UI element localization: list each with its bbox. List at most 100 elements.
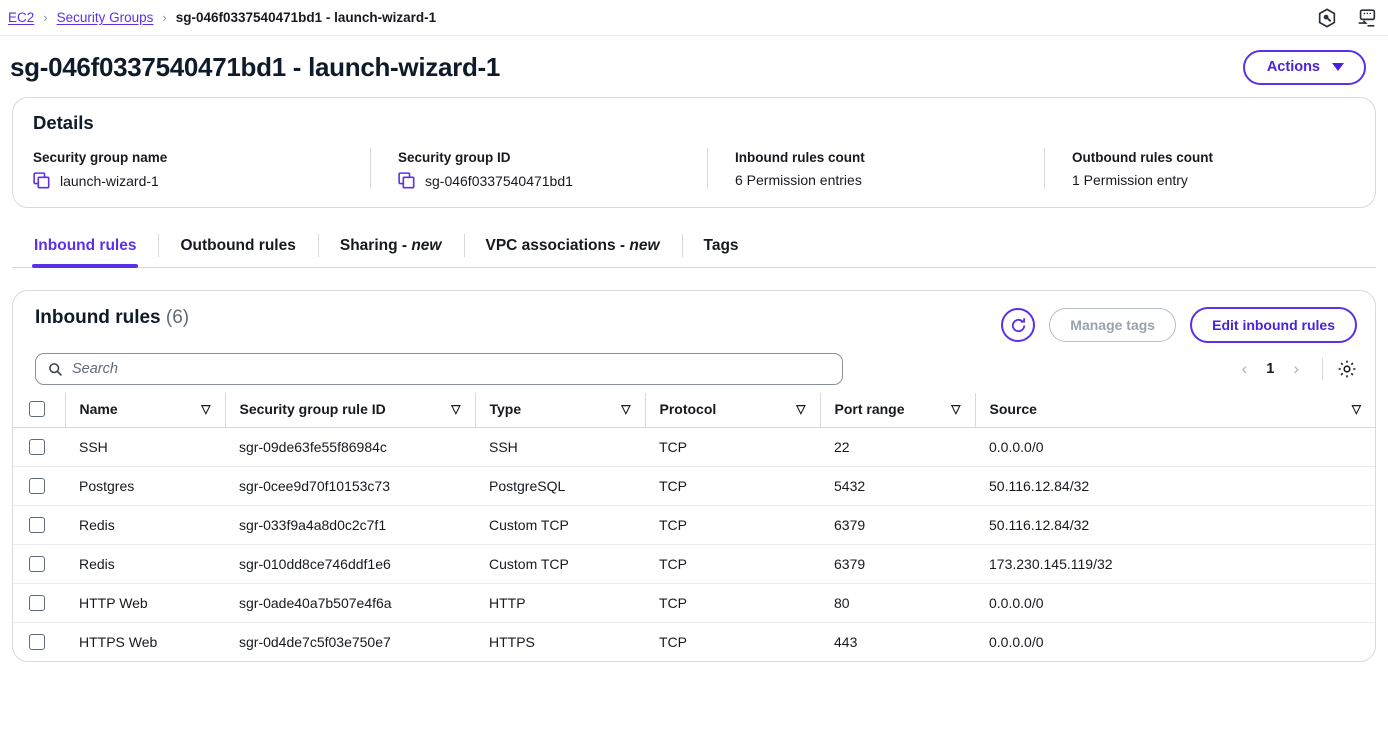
sort-icon[interactable]: ▽ bbox=[451, 402, 461, 416]
row-checkbox[interactable] bbox=[29, 478, 45, 494]
cell-protocol: TCP bbox=[645, 544, 820, 584]
column-header-name[interactable]: Name ▽ bbox=[64, 393, 225, 428]
row-select-cell bbox=[13, 505, 65, 545]
pagination-next-button[interactable]: › bbox=[1293, 359, 1299, 378]
table-row[interactable]: HTTPS Web sgr-0d4de7c5f03e750e7 HTTPS TC… bbox=[13, 623, 1375, 662]
details-heading: Details bbox=[33, 112, 94, 133]
detail-value: sg-046f0337540471bd1 bbox=[425, 172, 573, 189]
cell-port-range: 6379 bbox=[820, 505, 975, 545]
tab-badge-new: new bbox=[411, 236, 442, 254]
detail-label: Security group name bbox=[33, 150, 168, 165]
sort-icon[interactable]: ▽ bbox=[201, 402, 211, 416]
gear-icon bbox=[1338, 360, 1356, 378]
search-input[interactable] bbox=[72, 361, 830, 377]
edit-inbound-rules-button[interactable]: Edit inbound rules bbox=[1190, 307, 1357, 343]
copy-icon[interactable] bbox=[33, 172, 50, 189]
cell-protocol: TCP bbox=[645, 427, 820, 467]
table-header-row: Name ▽ Security group rule ID ▽ Type ▽ bbox=[13, 393, 1375, 428]
cell-type: PostgreSQL bbox=[475, 466, 645, 506]
detail-label: Security group ID bbox=[398, 150, 511, 165]
refresh-button[interactable] bbox=[1001, 308, 1036, 342]
details-grid: Security group name launch-wizard-1 Secu… bbox=[33, 148, 1355, 189]
search-box[interactable] bbox=[35, 353, 843, 385]
row-checkbox[interactable] bbox=[29, 556, 45, 572]
table-row[interactable]: Redis sgr-010dd8ce746ddf1e6 Custom TCP T… bbox=[13, 544, 1375, 584]
breadcrumb-bar: EC2 › Security Groups › sg-046f033754047… bbox=[0, 0, 1388, 36]
table-header-actions: Manage tags Edit inbound rules bbox=[1001, 307, 1357, 343]
column-label: Port range bbox=[834, 401, 905, 417]
cell-protocol: TCP bbox=[645, 505, 820, 545]
row-checkbox[interactable] bbox=[29, 595, 45, 611]
detail-security-group-name: Security group name launch-wizard-1 bbox=[33, 150, 370, 189]
hexagon-key-icon[interactable] bbox=[1316, 7, 1338, 29]
tab-badge-new: new bbox=[629, 236, 660, 254]
copy-icon[interactable] bbox=[398, 172, 415, 189]
cell-name: Redis bbox=[65, 544, 225, 584]
tab-sharing[interactable]: Sharing - new bbox=[317, 224, 464, 267]
tab-tags[interactable]: Tags bbox=[681, 224, 761, 267]
table-filter-row: ‹ 1 › bbox=[13, 343, 1375, 393]
pagination: ‹ 1 › bbox=[1233, 357, 1357, 381]
table-title-text: Inbound rules bbox=[35, 307, 161, 328]
table-body: SSH sgr-09de63fe55f86984c SSH TCP 22 0.0… bbox=[13, 427, 1375, 662]
table-row[interactable]: SSH sgr-09de63fe55f86984c SSH TCP 22 0.0… bbox=[13, 427, 1375, 467]
inbound-rules-card: Inbound rules (6) Manage tags Edit inbou… bbox=[12, 290, 1376, 662]
table-header: Inbound rules (6) Manage tags Edit inbou… bbox=[13, 291, 1375, 343]
cell-name: HTTPS Web bbox=[79, 634, 158, 650]
breadcrumb-item-security-groups[interactable]: Security Groups bbox=[56, 10, 154, 25]
cell-source: 0.0.0.0/0 bbox=[989, 634, 1044, 650]
column-header-rule-id[interactable]: Security group rule ID ▽ bbox=[224, 393, 475, 428]
sort-icon[interactable]: ▽ bbox=[796, 402, 806, 416]
actions-button[interactable]: Actions bbox=[1242, 50, 1366, 85]
tab-vpc-associations[interactable]: VPC associations - new bbox=[463, 224, 682, 267]
actions-button-label: Actions bbox=[1266, 59, 1320, 75]
divider bbox=[1322, 358, 1323, 380]
cloudshell-terminal-icon[interactable] bbox=[1356, 7, 1378, 29]
cell-source: 0.0.0.0/0 bbox=[975, 427, 1375, 467]
tab-label: Sharing bbox=[339, 236, 398, 254]
sort-icon[interactable]: ▽ bbox=[951, 402, 961, 416]
pagination-current-page: 1 bbox=[1266, 361, 1275, 377]
detail-inbound-rules-count: Inbound rules count 6 Permission entries bbox=[707, 148, 1044, 189]
sort-icon[interactable]: ▽ bbox=[621, 402, 631, 416]
manage-tags-button[interactable]: Manage tags bbox=[1049, 308, 1177, 342]
cell-source: 173.230.145.119/32 bbox=[975, 544, 1375, 584]
cell-source: 50.116.12.84/32 bbox=[975, 466, 1375, 506]
cell-port-range: 80 bbox=[820, 583, 975, 623]
breadcrumb-item-current: sg-046f0337540471bd1 - launch-wizard-1 bbox=[175, 10, 437, 25]
tab-outbound-rules[interactable]: Outbound rules bbox=[158, 224, 317, 267]
table-row[interactable]: Postgres sgr-0cee9d70f10153c73 PostgreSQ… bbox=[13, 466, 1375, 506]
column-header-protocol[interactable]: Protocol ▽ bbox=[644, 393, 820, 428]
column-header-type[interactable]: Type ▽ bbox=[474, 393, 645, 428]
row-select-cell bbox=[13, 623, 65, 662]
cell-port-range: 22 bbox=[820, 427, 975, 467]
column-header-source[interactable]: Source ▽ bbox=[974, 393, 1375, 428]
cell-name: Redis bbox=[65, 505, 225, 545]
cell-type: HTTP bbox=[475, 583, 645, 623]
column-label: Security group rule ID bbox=[239, 401, 386, 417]
pagination-prev-button[interactable]: ‹ bbox=[1241, 359, 1248, 378]
detail-value: launch-wizard-1 bbox=[60, 172, 159, 189]
cell-rule-id: sgr-010dd8ce746ddf1e6 bbox=[225, 544, 475, 584]
tab-bar: Inbound rules Outbound rules Sharing - n… bbox=[12, 224, 1376, 268]
row-select-cell bbox=[13, 466, 65, 506]
cell-rule-id: sgr-0d4de7c5f03e750e7 bbox=[239, 634, 391, 650]
tab-inbound-rules[interactable]: Inbound rules bbox=[12, 224, 158, 268]
row-checkbox[interactable] bbox=[29, 634, 45, 650]
table-row[interactable]: HTTP Web sgr-0ade40a7b507e4f6a HTTP TCP … bbox=[13, 583, 1375, 623]
tab-label: Tags bbox=[703, 236, 739, 254]
cell-name: HTTP Web bbox=[65, 583, 225, 623]
table-preferences-button[interactable] bbox=[1337, 359, 1357, 379]
row-checkbox[interactable] bbox=[29, 439, 45, 455]
cell-rule-id: sgr-0ade40a7b507e4f6a bbox=[225, 583, 475, 623]
breadcrumb-item-ec2[interactable]: EC2 bbox=[8, 10, 35, 25]
column-header-port-range[interactable]: Port range ▽ bbox=[819, 393, 975, 428]
table-row[interactable]: Redis sgr-033f9a4a8d0c2c7f1 Custom TCP T… bbox=[13, 505, 1375, 545]
tab-label: Inbound rules bbox=[34, 236, 137, 254]
cell-source: 50.116.12.84/32 bbox=[975, 505, 1375, 545]
cell-protocol: TCP bbox=[659, 634, 687, 650]
sort-icon[interactable]: ▽ bbox=[1351, 402, 1361, 416]
select-all-checkbox[interactable] bbox=[29, 401, 45, 417]
column-label: Source bbox=[989, 401, 1037, 417]
row-checkbox[interactable] bbox=[29, 517, 45, 533]
